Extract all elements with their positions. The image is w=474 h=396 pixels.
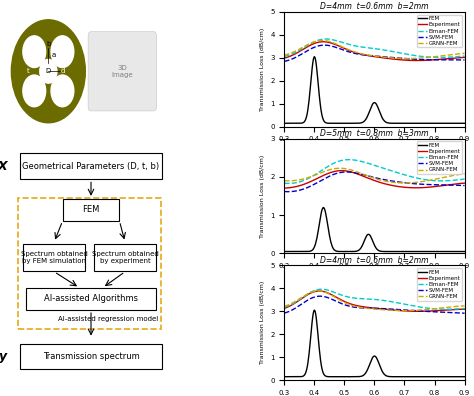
Text: d: d	[60, 68, 65, 74]
FancyBboxPatch shape	[20, 153, 162, 179]
Circle shape	[23, 75, 46, 107]
Text: Spectrum obtained
by experiment: Spectrum obtained by experiment	[92, 251, 158, 264]
Text: FEM: FEM	[82, 206, 100, 214]
Y-axis label: Transmission Loss (dB/cm): Transmission Loss (dB/cm)	[260, 154, 264, 238]
Circle shape	[40, 59, 57, 83]
Text: b: b	[46, 40, 51, 47]
Text: Transmission spectrum: Transmission spectrum	[43, 352, 139, 361]
Text: 3D
Image: 3D Image	[111, 65, 133, 78]
Text: a: a	[52, 52, 56, 59]
Text: Geometrical Parameters (D, t, b): Geometrical Parameters (D, t, b)	[22, 162, 160, 171]
Title: D=4mm  t=0.6mm  b=2mm: D=4mm t=0.6mm b=2mm	[320, 255, 428, 265]
Text: D: D	[46, 68, 51, 74]
Text: t: t	[27, 68, 30, 74]
FancyBboxPatch shape	[20, 343, 162, 369]
Text: y: y	[0, 350, 7, 363]
Legend: FEM, Experiment, Elman-FEM, SVM-FEM, GRNN-FEM: FEM, Experiment, Elman-FEM, SVM-FEM, GRN…	[417, 268, 462, 301]
Text: Spectrum obtained
by FEM simulation: Spectrum obtained by FEM simulation	[21, 251, 87, 264]
Y-axis label: Transmission Loss (dB/cm): Transmission Loss (dB/cm)	[260, 281, 264, 364]
Circle shape	[51, 75, 74, 107]
X-axis label: Frequency (THz): Frequency (THz)	[346, 275, 403, 281]
FancyBboxPatch shape	[26, 288, 156, 310]
Circle shape	[23, 36, 46, 68]
Text: AI-assisted regression model: AI-assisted regression model	[58, 316, 158, 322]
Y-axis label: Transmission Loss (dB/cm): Transmission Loss (dB/cm)	[260, 28, 264, 111]
FancyBboxPatch shape	[88, 32, 156, 111]
Title: D=4mm  t=0.6mm  b=2mm: D=4mm t=0.6mm b=2mm	[320, 2, 428, 11]
X-axis label: Frequency (THz): Frequency (THz)	[346, 148, 403, 154]
Title: D=5mm  t=0.8mm  b=3mm: D=5mm t=0.8mm b=3mm	[320, 129, 428, 138]
FancyBboxPatch shape	[94, 244, 156, 271]
FancyBboxPatch shape	[63, 199, 119, 221]
Text: X: X	[0, 160, 8, 173]
Legend: FEM, Experiment, Elman-FEM, SVM-FEM, GRNN-FEM: FEM, Experiment, Elman-FEM, SVM-FEM, GRN…	[417, 141, 462, 174]
Legend: FEM, Experiment, Elman-FEM, SVM-FEM, GRNN-FEM: FEM, Experiment, Elman-FEM, SVM-FEM, GRN…	[417, 15, 462, 48]
FancyBboxPatch shape	[23, 244, 85, 271]
Circle shape	[51, 36, 74, 68]
Text: AI-assisted Algorithms: AI-assisted Algorithms	[44, 295, 138, 303]
Circle shape	[11, 20, 85, 123]
